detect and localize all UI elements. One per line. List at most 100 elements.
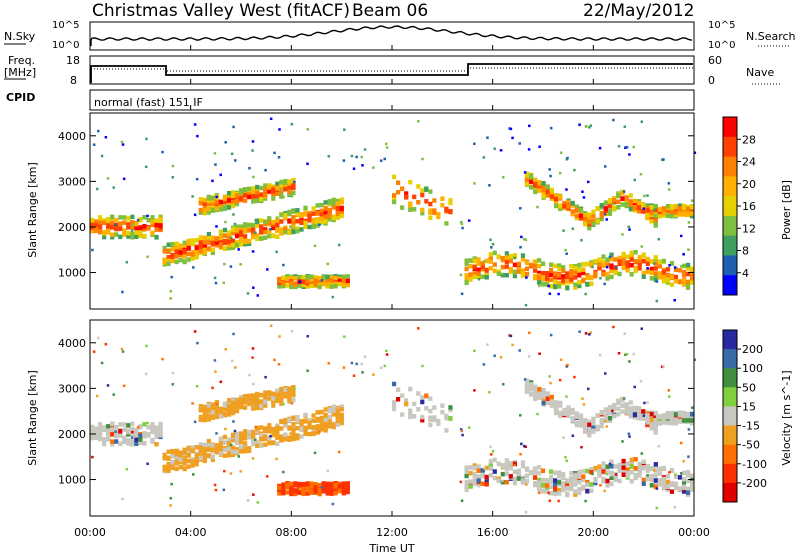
velocity-cell bbox=[665, 420, 671, 426]
power-cell bbox=[243, 226, 248, 232]
power-cell bbox=[657, 271, 662, 276]
power-cell bbox=[309, 281, 314, 286]
velocity-cell bbox=[150, 437, 155, 443]
power-cell bbox=[186, 245, 191, 251]
power-cell bbox=[653, 208, 656, 212]
power-cell bbox=[673, 267, 679, 273]
power-cell bbox=[202, 201, 207, 206]
power-cell bbox=[649, 270, 654, 276]
power-cell bbox=[287, 218, 292, 223]
power-cell bbox=[248, 166, 251, 170]
colorbar-swatch bbox=[723, 482, 737, 503]
velocity-cell bbox=[687, 428, 691, 431]
velocity-cell bbox=[637, 473, 642, 478]
velocity-cell bbox=[488, 459, 493, 464]
power-cell bbox=[325, 281, 330, 287]
velocity-cell bbox=[291, 385, 296, 390]
velocity-cell bbox=[685, 486, 691, 492]
power-cell bbox=[628, 193, 633, 198]
power-cell bbox=[222, 246, 228, 251]
power-cell bbox=[601, 262, 606, 267]
power-cell bbox=[256, 294, 260, 297]
velocity-cell bbox=[306, 369, 309, 373]
velocity-cell bbox=[566, 411, 571, 416]
power-cell bbox=[247, 222, 252, 228]
power-cell bbox=[210, 207, 215, 213]
power-cell bbox=[444, 208, 449, 213]
velocity-cell bbox=[545, 396, 550, 402]
velocity-cell bbox=[609, 464, 614, 469]
velocity-cell bbox=[198, 455, 203, 461]
velocity-cell bbox=[118, 422, 123, 427]
velocity-cell bbox=[685, 413, 691, 419]
velocity-cell bbox=[432, 405, 437, 410]
power-cell bbox=[263, 187, 268, 193]
power-cell bbox=[689, 276, 695, 281]
power-cell bbox=[501, 272, 504, 276]
power-cell bbox=[271, 189, 276, 194]
velocity-cell bbox=[490, 453, 493, 456]
velocity-cell bbox=[255, 443, 260, 449]
power-cell bbox=[549, 262, 554, 267]
power-cell bbox=[523, 171, 527, 174]
power-cell bbox=[589, 275, 594, 280]
power-cell bbox=[482, 156, 486, 159]
velocity-cell bbox=[520, 478, 526, 483]
velocity-cell bbox=[202, 408, 207, 413]
power-cell bbox=[681, 263, 687, 269]
power-cell bbox=[540, 270, 546, 276]
power-cell bbox=[287, 185, 292, 191]
velocity-cell bbox=[605, 464, 610, 469]
power-cell bbox=[677, 279, 683, 285]
velocity-cell bbox=[171, 383, 175, 386]
power-cell bbox=[580, 238, 583, 242]
power-cell bbox=[459, 220, 463, 224]
power-cell bbox=[541, 189, 546, 194]
velocity-cell bbox=[570, 410, 575, 415]
velocity-cell bbox=[323, 421, 328, 427]
power-cell bbox=[557, 284, 562, 289]
power-cell bbox=[687, 248, 690, 251]
velocity-cell bbox=[267, 427, 272, 433]
velocity-cell bbox=[271, 398, 276, 404]
velocity-cell bbox=[607, 404, 613, 410]
velocity-cell bbox=[223, 469, 226, 473]
power-cell bbox=[574, 213, 579, 219]
velocity-cell bbox=[202, 415, 207, 420]
velocity-cell bbox=[682, 460, 685, 463]
power-cell bbox=[110, 214, 115, 220]
velocity-cell bbox=[661, 465, 666, 471]
power-cell bbox=[529, 185, 534, 190]
power-cell bbox=[448, 209, 453, 214]
power-cell bbox=[512, 273, 517, 279]
power-cell bbox=[158, 225, 163, 231]
power-cell bbox=[131, 223, 134, 227]
power-cell bbox=[134, 230, 139, 236]
velocity-cell bbox=[629, 469, 634, 475]
velocity-cell bbox=[226, 407, 232, 413]
velocity-cell bbox=[545, 486, 550, 491]
power-cell bbox=[145, 137, 148, 141]
velocity-cell bbox=[214, 413, 220, 418]
velocity-cell bbox=[480, 471, 485, 477]
velocity-cell bbox=[273, 358, 276, 362]
velocity-cell bbox=[170, 448, 175, 454]
power-cell bbox=[607, 200, 613, 205]
velocity-cell bbox=[319, 409, 324, 415]
velocity-cell bbox=[174, 461, 179, 466]
power-cell bbox=[621, 258, 626, 263]
velocity-cell bbox=[584, 499, 587, 503]
velocity-cell bbox=[275, 423, 279, 426]
power-cell bbox=[641, 270, 646, 276]
velocity-cell bbox=[230, 449, 236, 455]
velocity-cell bbox=[689, 487, 695, 492]
power-cell bbox=[291, 185, 296, 191]
velocity-cell bbox=[98, 431, 103, 436]
velocity-cell bbox=[628, 413, 633, 419]
velocity-cell bbox=[599, 417, 604, 423]
velocity-cell bbox=[524, 510, 528, 514]
velocity-cell bbox=[569, 484, 574, 489]
power-cell bbox=[202, 235, 207, 241]
power-cell bbox=[468, 272, 473, 277]
velocity-cell bbox=[230, 397, 236, 402]
